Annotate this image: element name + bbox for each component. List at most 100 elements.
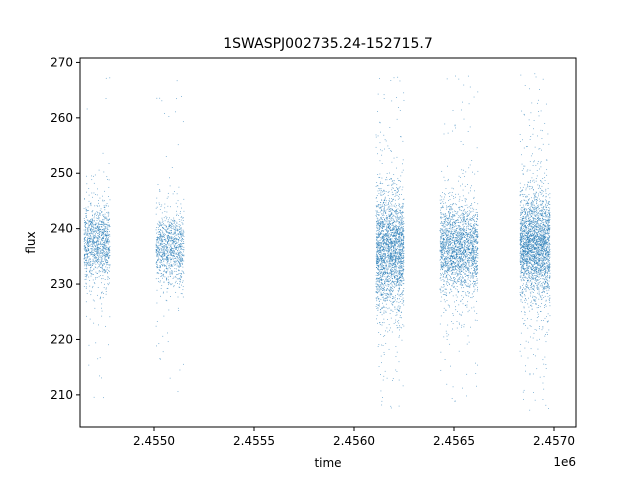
data-point [401, 244, 403, 246]
data-point [388, 257, 389, 259]
data-point [384, 281, 386, 283]
data-point [381, 253, 383, 255]
data-point [395, 231, 397, 233]
data-point [108, 163, 110, 164]
data-point [381, 260, 382, 262]
data-point [453, 219, 455, 220]
data-point [399, 276, 401, 277]
data-point [86, 234, 88, 236]
data-point [103, 219, 105, 221]
data-point [379, 273, 381, 275]
data-point [102, 200, 104, 202]
data-point [174, 237, 176, 239]
data-point [393, 206, 395, 207]
data-point [391, 269, 393, 271]
data-point [389, 260, 391, 261]
data-point [375, 146, 377, 148]
data-point [181, 239, 183, 240]
data-point [440, 246, 441, 248]
data-point [389, 216, 391, 218]
data-point [106, 252, 108, 254]
data-point [458, 236, 460, 237]
data-point [376, 195, 378, 197]
data-point [94, 253, 95, 255]
data-point [393, 241, 395, 242]
data-point [399, 231, 400, 233]
data-point [400, 237, 402, 239]
data-point [396, 281, 398, 282]
data-point [97, 252, 99, 253]
data-point [386, 176, 387, 178]
data-point [442, 264, 444, 265]
data-point [450, 260, 452, 262]
data-point [471, 254, 472, 256]
data-point [446, 260, 448, 262]
data-point [167, 247, 168, 249]
data-point [441, 257, 443, 259]
data-point [170, 261, 172, 263]
data-point [177, 230, 179, 232]
data-point [179, 232, 181, 234]
data-point [88, 276, 90, 278]
data-point [391, 292, 392, 294]
data-point [173, 245, 175, 247]
data-point [103, 241, 105, 243]
data-point [90, 223, 91, 225]
data-point [86, 262, 88, 263]
data-point [388, 249, 390, 251]
data-point [398, 319, 400, 321]
data-point [108, 247, 109, 249]
data-point [97, 188, 98, 190]
data-point [449, 205, 450, 207]
data-point [164, 254, 165, 256]
data-point [445, 271, 447, 273]
data-point [84, 262, 85, 264]
data-point [84, 234, 86, 236]
data-point [394, 256, 396, 258]
data-point [390, 178, 392, 180]
data-point [91, 224, 92, 226]
data-point [88, 250, 90, 252]
data-point [397, 229, 398, 231]
data-point [467, 243, 469, 245]
data-point [461, 220, 463, 221]
data-point [459, 256, 461, 258]
data-point [376, 201, 378, 202]
data-point [182, 296, 184, 298]
data-point [392, 228, 394, 230]
data-point [399, 276, 400, 278]
data-point [160, 236, 162, 238]
data-point [380, 284, 382, 286]
data-point [394, 280, 396, 282]
data-point [379, 227, 381, 229]
data-point [88, 227, 90, 228]
data-point [399, 110, 401, 111]
data-point [388, 281, 390, 283]
data-point [379, 260, 381, 262]
data-point [393, 245, 395, 247]
data-point [382, 322, 383, 324]
data-point [397, 298, 399, 300]
data-point [392, 209, 394, 211]
data-point [167, 287, 169, 289]
data-point [453, 248, 455, 250]
data-point [389, 257, 391, 259]
data-point [97, 244, 99, 246]
data-point [401, 232, 403, 234]
data-point [98, 240, 99, 242]
data-point [156, 302, 158, 304]
data-point [157, 264, 158, 266]
data-point [388, 283, 390, 285]
data-point [163, 245, 165, 247]
data-point [388, 226, 389, 228]
data-point [106, 259, 107, 261]
data-point [90, 202, 92, 204]
data-point [169, 264, 171, 266]
data-point [440, 257, 442, 259]
data-point [398, 195, 400, 197]
data-point [389, 217, 390, 219]
data-point [402, 215, 403, 217]
data-point [392, 304, 394, 306]
data-point [401, 317, 402, 319]
data-point [85, 301, 87, 303]
